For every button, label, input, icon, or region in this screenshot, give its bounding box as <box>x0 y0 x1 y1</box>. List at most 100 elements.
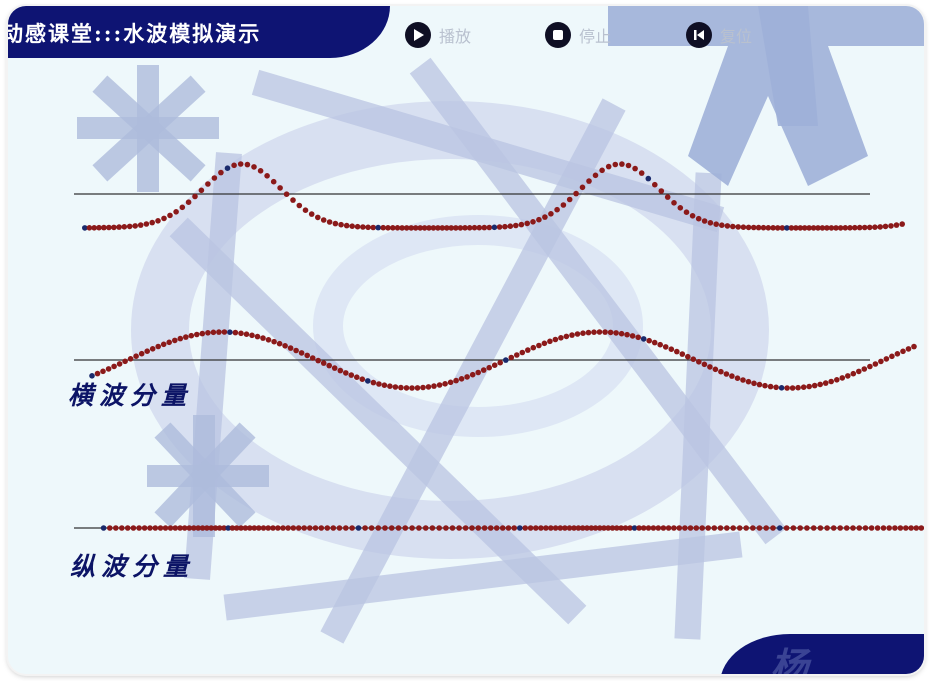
particle <box>167 212 173 219</box>
particle <box>573 190 579 197</box>
particle <box>436 382 443 388</box>
particle <box>337 367 344 374</box>
particle <box>414 385 421 391</box>
particle <box>260 525 267 531</box>
particle <box>533 525 539 531</box>
particle <box>349 223 356 229</box>
particle <box>689 213 696 219</box>
particle <box>789 385 796 391</box>
particle <box>221 525 227 531</box>
particle <box>804 525 810 531</box>
particle <box>790 525 797 531</box>
particle <box>650 525 657 531</box>
particle <box>216 525 223 531</box>
particle <box>618 525 624 531</box>
particle <box>192 193 198 200</box>
particle <box>923 526 924 530</box>
particle <box>130 525 137 531</box>
particle <box>354 374 360 381</box>
particle <box>588 525 595 531</box>
corner-logo: 杨 <box>770 644 809 674</box>
particle <box>247 525 253 531</box>
stop-button[interactable]: 停止 <box>545 20 611 50</box>
particle <box>86 225 93 231</box>
particle <box>903 525 909 531</box>
particle <box>712 366 719 373</box>
particle <box>365 224 371 231</box>
longitudinal-wave <box>100 525 924 531</box>
particle <box>443 525 449 531</box>
particle <box>162 525 169 531</box>
particle <box>365 378 371 384</box>
particle <box>355 525 362 531</box>
particle <box>806 225 812 231</box>
particle <box>671 525 677 531</box>
particle <box>842 225 849 231</box>
particle <box>631 525 638 531</box>
play-button[interactable]: 播放 <box>405 20 471 50</box>
particle <box>224 165 231 171</box>
particle <box>380 224 387 231</box>
particle <box>612 161 619 168</box>
particle <box>793 225 799 231</box>
particle <box>431 383 437 389</box>
particle <box>638 170 645 176</box>
particle <box>141 525 148 531</box>
particle <box>194 331 200 338</box>
particle <box>770 225 776 231</box>
particle <box>850 525 856 531</box>
particle <box>530 219 536 225</box>
particle <box>657 341 663 348</box>
particle <box>701 361 708 368</box>
particle <box>469 525 475 531</box>
particle <box>368 525 375 531</box>
particle <box>403 225 410 231</box>
particle <box>466 225 473 231</box>
particle <box>336 525 343 531</box>
particle <box>462 525 469 531</box>
particle <box>645 525 652 531</box>
particle <box>260 335 266 341</box>
particle <box>552 336 559 343</box>
particle <box>124 525 131 531</box>
particle <box>354 223 361 230</box>
particle <box>216 329 222 335</box>
particle <box>499 525 506 531</box>
particle <box>458 376 465 382</box>
particle <box>275 525 281 531</box>
particle <box>243 331 250 338</box>
particle <box>370 379 377 386</box>
particle <box>283 191 290 197</box>
particle <box>652 181 658 188</box>
particle <box>91 225 97 231</box>
particle <box>491 224 498 231</box>
particle <box>126 223 133 230</box>
particle <box>646 337 652 344</box>
particle <box>376 381 382 387</box>
particle <box>856 224 863 231</box>
particle <box>605 163 612 170</box>
particle <box>548 525 554 531</box>
particle <box>690 356 697 363</box>
particle <box>155 343 161 350</box>
particle <box>635 334 641 341</box>
particle <box>665 525 672 531</box>
reset-button[interactable]: 复位 <box>686 20 752 50</box>
particle <box>717 525 724 531</box>
particle <box>586 178 592 184</box>
particle <box>330 525 337 531</box>
particle <box>751 380 757 387</box>
particle <box>270 525 276 531</box>
particle <box>338 221 344 228</box>
particle <box>779 225 786 231</box>
particle <box>116 224 122 230</box>
particle <box>464 374 470 380</box>
particle <box>817 525 824 531</box>
particle <box>480 367 487 373</box>
particle <box>560 202 567 208</box>
particle <box>308 211 315 217</box>
particle <box>707 220 714 226</box>
particle <box>867 363 873 370</box>
particle <box>743 525 749 531</box>
particle <box>640 336 647 342</box>
